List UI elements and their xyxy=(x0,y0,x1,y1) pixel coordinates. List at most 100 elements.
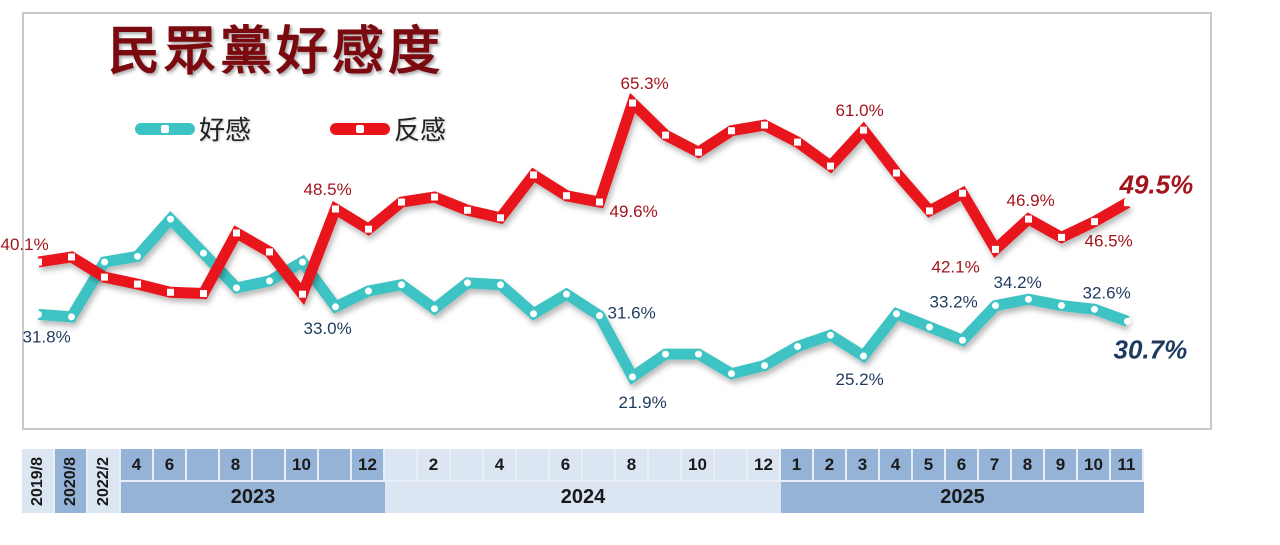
data-point-marker xyxy=(563,290,570,298)
axis-month-cell: 2 xyxy=(814,449,847,482)
data-point-marker xyxy=(827,162,834,170)
axis-month-cell: 4 xyxy=(484,449,517,482)
red-line-swatch-icon xyxy=(330,122,390,135)
data-label: 34.2% xyxy=(994,273,1042,292)
data-label: 46.9% xyxy=(1007,191,1055,210)
axis-month-cell: 11 xyxy=(1111,449,1144,482)
axis-cell-single: 2022/2 xyxy=(88,449,121,513)
data-label: 31.8% xyxy=(23,327,71,346)
data-point-marker xyxy=(827,331,834,339)
data-point-marker xyxy=(266,277,273,285)
data-point-marker xyxy=(1124,199,1131,207)
data-point-marker xyxy=(761,121,768,129)
data-point-marker xyxy=(134,280,141,288)
data-point-marker xyxy=(959,189,966,197)
data-point-marker xyxy=(1091,305,1098,313)
data-point-marker xyxy=(728,370,735,378)
data-label: 65.3% xyxy=(621,74,669,93)
axis-month-cell: 10 xyxy=(286,449,319,482)
data-point-marker xyxy=(1124,317,1131,325)
data-point-marker xyxy=(761,361,768,369)
axis-period-label: 2022/2 xyxy=(94,456,112,506)
axis-month-cell: 4 xyxy=(880,449,913,482)
axis-month-cell: 7 xyxy=(979,449,1012,482)
data-label: 46.5% xyxy=(1085,232,1133,251)
legend-item-unfavorable: 反感 xyxy=(330,110,446,147)
data-point-marker xyxy=(398,281,405,289)
data-point-marker xyxy=(200,290,207,298)
data-point-marker xyxy=(596,198,603,206)
data-point-marker xyxy=(332,205,339,213)
data-point-marker xyxy=(233,284,240,292)
axis-year-2024: 2024 xyxy=(385,482,781,513)
data-point-marker xyxy=(860,352,867,360)
axis-month-cell: 1 xyxy=(781,449,814,482)
data-label: 40.1% xyxy=(1,235,49,254)
data-point-marker xyxy=(167,215,174,223)
data-point-marker xyxy=(68,313,75,321)
data-label: 31.6% xyxy=(608,304,656,323)
data-point-marker xyxy=(233,229,240,237)
data-point-marker xyxy=(992,302,999,310)
axis-month-cell: 12 xyxy=(748,449,781,482)
chart-title: 民眾黨好感度 xyxy=(108,21,445,82)
axis-period-label: 2019/8 xyxy=(28,456,46,506)
data-label: 25.2% xyxy=(836,370,884,389)
axis-year-2025: 2025 xyxy=(781,482,1144,513)
data-point-marker xyxy=(200,249,207,257)
data-point-marker xyxy=(794,343,801,351)
data-point-marker xyxy=(299,258,306,266)
axis-month-cell xyxy=(451,449,484,482)
data-point-marker xyxy=(464,206,471,214)
data-point-marker xyxy=(728,127,735,135)
axis-month-cell: 6 xyxy=(550,449,583,482)
axis-month-cell xyxy=(253,449,286,482)
data-point-marker xyxy=(497,214,504,222)
data-point-marker xyxy=(1058,233,1065,241)
data-point-marker xyxy=(893,169,900,177)
legend-item-favorable: 好感 xyxy=(135,110,251,147)
data-point-marker xyxy=(167,288,174,296)
axis-month-cell xyxy=(649,449,682,482)
data-label: 33.2% xyxy=(930,293,978,312)
axis-month-cell xyxy=(583,449,616,482)
data-point-marker xyxy=(332,303,339,311)
data-point-marker xyxy=(35,310,42,318)
axis-month-cell: 4 xyxy=(121,449,154,482)
axis-month-cell: 6 xyxy=(946,449,979,482)
data-point-marker xyxy=(530,310,537,318)
data-label: 61.0% xyxy=(836,101,884,120)
data-point-marker xyxy=(134,252,141,260)
axis-cell-single: 2019/8 xyxy=(22,449,55,513)
data-point-marker xyxy=(365,287,372,295)
axis-month-cell: 8 xyxy=(616,449,649,482)
data-point-marker xyxy=(695,148,702,156)
axis-month-cell: 2 xyxy=(418,449,451,482)
axis-month-cell: 10 xyxy=(1078,449,1111,482)
data-point-marker xyxy=(431,305,438,313)
axis-month-cell: 10 xyxy=(682,449,715,482)
data-point-marker xyxy=(1091,218,1098,226)
axis-month-cell xyxy=(319,449,352,482)
axis-month-cell: 3 xyxy=(847,449,880,482)
teal-line-swatch-icon xyxy=(135,122,195,135)
data-point-marker xyxy=(101,258,108,266)
data-point-marker xyxy=(860,126,867,134)
data-point-marker xyxy=(893,310,900,318)
data-point-marker xyxy=(365,225,372,233)
axis-month-cell: 12 xyxy=(352,449,385,482)
chart-frame xyxy=(22,12,1212,430)
data-point-marker xyxy=(299,290,306,298)
data-point-marker xyxy=(1025,215,1032,223)
axis-cell-single: 2020/8 xyxy=(55,449,88,513)
data-label: 49.5% xyxy=(1119,170,1194,200)
data-label: 21.9% xyxy=(619,393,667,412)
axis-month-cell xyxy=(187,449,220,482)
axis-month-cell xyxy=(385,449,418,482)
data-point-marker xyxy=(959,336,966,344)
data-label: 48.5% xyxy=(304,180,352,199)
data-point-marker xyxy=(662,131,669,139)
data-label: 32.6% xyxy=(1083,283,1131,302)
axis-month-cell: 8 xyxy=(1012,449,1045,482)
data-point-marker xyxy=(68,253,75,261)
